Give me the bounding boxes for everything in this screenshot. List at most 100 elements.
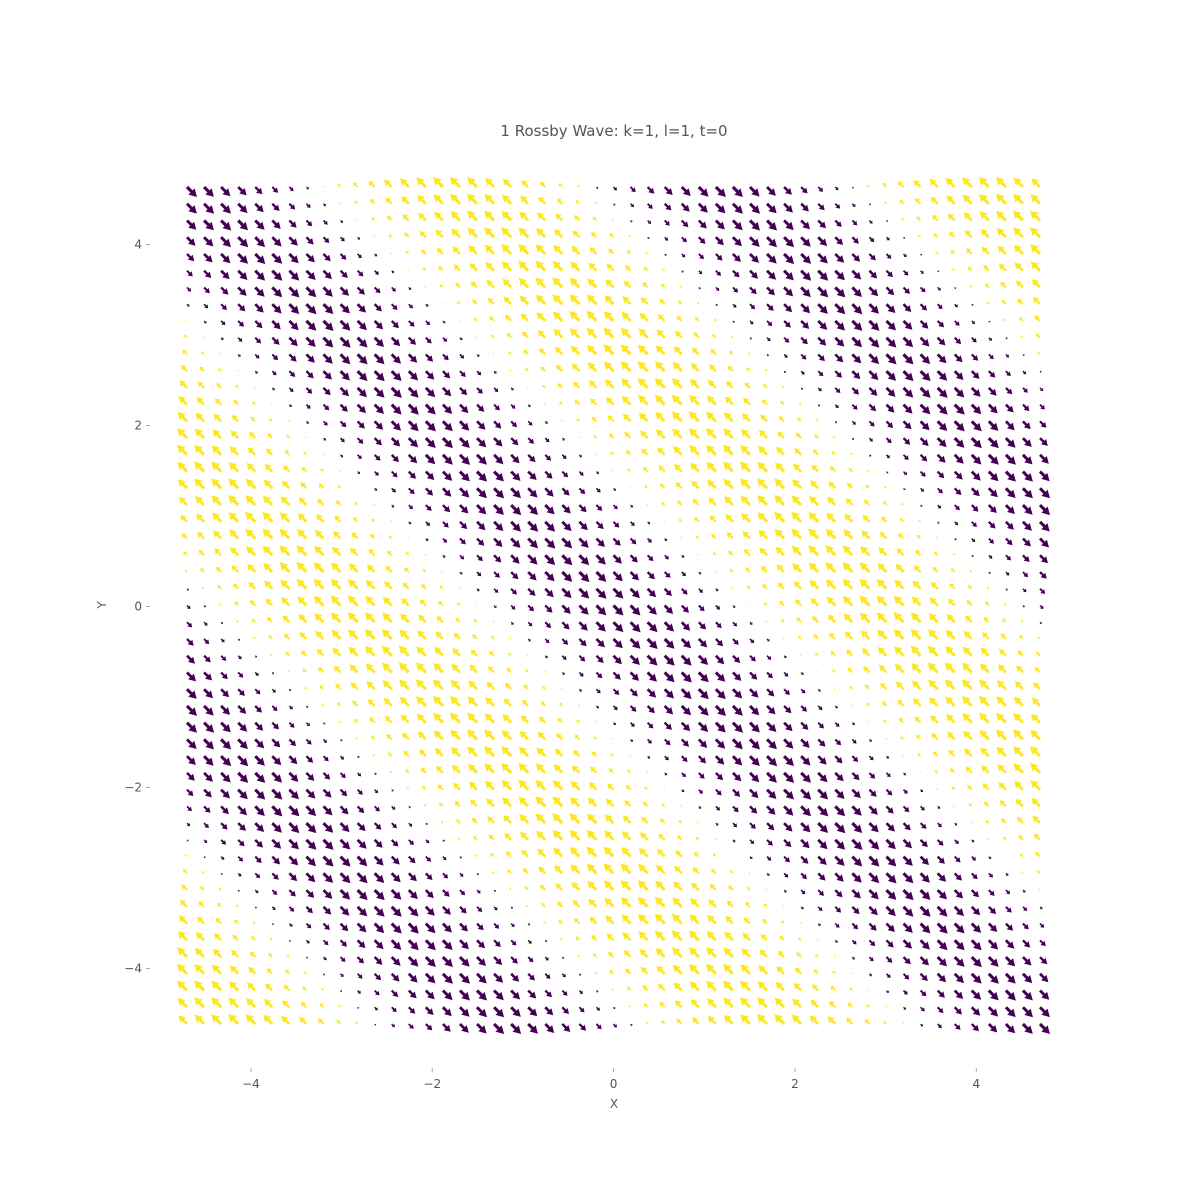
quiver-arrow <box>919 420 930 431</box>
quiver-arrow <box>386 734 393 741</box>
quiver-arrow <box>442 905 451 915</box>
quiver-arrow <box>800 236 811 247</box>
quiver-arrow <box>186 772 195 781</box>
quiver-arrow <box>384 715 393 724</box>
quiver-arrow <box>586 327 598 339</box>
quiver-arrow <box>715 253 723 261</box>
quiver-arrow <box>194 428 206 440</box>
quiver-arrow <box>251 618 256 623</box>
quiver-arrow <box>1019 635 1024 640</box>
quiver-arrow <box>919 303 927 311</box>
quiver-arrow <box>783 269 794 281</box>
quiver-arrow <box>501 762 513 774</box>
quiver-arrow <box>356 437 364 444</box>
quiver-arrow <box>612 738 614 740</box>
quiver-arrow <box>527 554 538 565</box>
quiver-arrow <box>688 411 700 423</box>
quiver-arrow <box>595 521 604 530</box>
quiver-arrow <box>779 935 785 941</box>
quiver-arrow <box>776 966 785 975</box>
quiver-arrow <box>709 364 717 372</box>
quiver-arrow <box>1021 1006 1033 1018</box>
quiver-arrow <box>535 763 547 774</box>
quiver-arrow <box>493 906 498 911</box>
quiver-arrow <box>757 478 769 490</box>
quiver-arrow <box>484 244 496 255</box>
quiver-arrow <box>405 552 410 556</box>
quiver-arrow <box>722 444 734 456</box>
quiver-arrow <box>433 712 444 724</box>
quiver-arrow <box>936 453 946 463</box>
quiver-arrow <box>476 504 487 515</box>
quiver-arrow <box>510 1022 522 1034</box>
quiver-arrow <box>1021 620 1024 623</box>
quiver-arrow <box>288 269 300 281</box>
quiver-arrow <box>746 367 751 372</box>
quiver-arrow <box>919 822 927 829</box>
quiver-arrow <box>339 772 346 779</box>
quiver-arrow <box>661 1020 666 1025</box>
quiver-arrow <box>1014 780 1024 791</box>
quiver-arrow <box>544 454 552 461</box>
quiver-arrow <box>442 839 445 842</box>
quiver-arrow <box>997 245 1007 255</box>
quiver-arrow <box>613 722 616 726</box>
quiver-arrow <box>441 956 453 967</box>
quiver-arrow <box>322 772 331 780</box>
quiver-arrow <box>918 235 921 238</box>
quiver-arrow <box>578 704 580 707</box>
quiver-arrow <box>817 387 822 392</box>
quiver-arrow <box>979 729 990 741</box>
quiver-arrow <box>371 518 376 523</box>
quiver-arrow <box>553 764 564 774</box>
quiver-arrow <box>953 805 956 807</box>
quiver-arrow <box>629 186 636 193</box>
quiver-arrow <box>723 997 734 1009</box>
quiver-arrow <box>706 930 717 942</box>
quiver-arrow <box>834 939 838 943</box>
quiver-arrow <box>868 855 880 867</box>
quiver-arrow <box>971 538 976 542</box>
quiver-arrow <box>662 268 666 272</box>
quiver-arrow <box>271 219 281 229</box>
quiver-arrow <box>695 317 700 322</box>
quiver-arrow <box>766 236 777 248</box>
quiver-arrow <box>1002 836 1007 841</box>
quiver-arrow <box>851 253 861 262</box>
quiver-arrow <box>306 956 308 959</box>
quiver-arrow <box>697 738 708 748</box>
quiver-arrow <box>937 521 940 524</box>
quiver-arrow <box>373 855 384 866</box>
quiver-arrow <box>970 487 980 497</box>
quiver-arrow <box>903 236 906 239</box>
quiver-arrow <box>486 279 495 289</box>
quiver-arrow <box>732 286 739 293</box>
quiver-arrow <box>419 599 427 607</box>
quiver-arrow <box>953 403 965 415</box>
quiver-arrow <box>967 266 973 272</box>
quiver-arrow <box>791 1014 803 1025</box>
quiver-arrow <box>232 583 239 590</box>
quiver-arrow <box>864 684 870 690</box>
quiver-arrow <box>391 1006 397 1013</box>
quiver-arrow <box>542 686 546 690</box>
quiver-arrow <box>850 704 853 707</box>
quiver-arrow <box>800 286 811 298</box>
quiver-arrow <box>934 770 939 774</box>
quiver-arrow <box>749 253 759 263</box>
quiver-arrow <box>518 277 530 289</box>
quiver-arrow <box>661 283 666 288</box>
quiver-arrow <box>254 269 266 281</box>
quiver-arrow <box>689 914 700 925</box>
quiver-arrow <box>424 989 435 1000</box>
quiver-arrow <box>781 920 785 924</box>
quiver-arrow <box>749 671 758 680</box>
quiver-arrow <box>859 578 871 590</box>
quiver-arrow <box>264 580 274 590</box>
quiver-arrow <box>271 771 282 783</box>
quiver-arrow <box>539 348 546 356</box>
quiver-arrow <box>654 394 666 406</box>
quiver-arrow <box>322 420 328 426</box>
quiver-arrow <box>825 545 837 557</box>
